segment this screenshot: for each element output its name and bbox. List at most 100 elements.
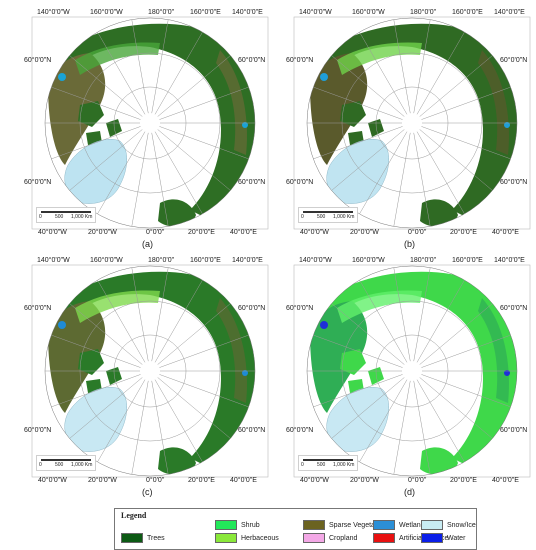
land-mass-east	[322, 271, 517, 468]
vegetation-patch-2	[478, 298, 509, 403]
graticule-label: 140°0'0"W	[299, 257, 332, 264]
graticule-label: 160°0'0"W	[90, 257, 123, 264]
graticule-label: 60°0'0"N	[286, 179, 314, 186]
map-frame	[31, 264, 269, 478]
graticule-label: 40°0'0"E	[230, 229, 257, 236]
graticule-label: 60°0'0"N	[286, 57, 314, 64]
legend-swatch	[215, 520, 237, 530]
graticule-label: 40°0'0"W	[300, 477, 329, 484]
archipelago	[340, 349, 384, 393]
graticule-label: 40°0'0"E	[492, 477, 519, 484]
land-mass-west	[48, 53, 106, 165]
land-mass-west	[310, 53, 368, 165]
ice-sheet	[326, 139, 389, 204]
graticule-label: 160°0'0"E	[452, 257, 483, 264]
scale-bar: 0 500 1,000 Km	[36, 207, 96, 223]
legend-label: Sparse Vegetation	[329, 521, 387, 529]
graticule-label: 180°0'0"	[410, 9, 437, 16]
graticule	[306, 265, 518, 477]
vegetation-patch-2	[216, 50, 247, 155]
polar-map	[31, 264, 269, 478]
graticule-label: 20°0'0"W	[88, 477, 117, 484]
graticule-label: 40°0'0"E	[230, 477, 257, 484]
graticule-label: 140°0'0"W	[37, 257, 70, 264]
scale-bar-graphic	[41, 459, 91, 461]
legend-swatch	[373, 520, 395, 530]
archipelago	[78, 349, 122, 393]
graticule-label: 160°0'0"E	[190, 257, 221, 264]
vegetation-patch-1	[337, 42, 422, 75]
land-mass-west	[310, 301, 368, 413]
graticule-label: 60°0'0"N	[24, 179, 52, 186]
graticule-label: 160°0'0"W	[352, 9, 385, 16]
polar-map	[31, 16, 269, 230]
map-panel-c: 140°0'0"W 160°0'0"W 180°0'0" 160°0'0"E 140°0…	[20, 253, 280, 503]
map-panel-b: 140°0'0"W 160°0'0"W 180°0'0" 160°0'0"E 140°0…	[282, 5, 536, 255]
scale-label: 0	[301, 214, 304, 220]
legend-label: Trees	[147, 534, 165, 542]
map-frame	[293, 264, 531, 478]
vegetation-patch-1	[75, 42, 160, 75]
legend-swatch	[373, 533, 395, 543]
graticule-label: 140°0'0"E	[494, 9, 525, 16]
graticule-label: 0°0'0"	[146, 477, 165, 484]
polar-map	[293, 264, 531, 478]
graticule-label: 60°0'0"N	[24, 305, 52, 312]
graticule-label: 60°0'0"N	[238, 305, 266, 312]
southern-land	[420, 447, 458, 475]
graticule-label: 20°0'0"E	[450, 477, 477, 484]
graticule-label: 60°0'0"N	[238, 179, 266, 186]
southern-land	[158, 199, 196, 227]
scale-bar: 0 500 1,000 Km	[36, 455, 96, 471]
lake-marker	[58, 321, 66, 329]
graticule-label: 160°0'0"W	[352, 257, 385, 264]
land-mass-east	[60, 23, 255, 220]
scale-label: 1,000 Km	[71, 214, 93, 220]
ice-sheet	[64, 387, 127, 452]
scale-label: 0	[39, 214, 42, 220]
panel-caption: (b)	[404, 239, 415, 249]
scale-bar-graphic	[303, 459, 353, 461]
graticule-label: 60°0'0"N	[24, 427, 52, 434]
legend-swatch	[303, 520, 325, 530]
graticule-label: 20°0'0"E	[450, 229, 477, 236]
legend-swatch	[121, 533, 143, 543]
graticule-label: 140°0'0"E	[232, 9, 263, 16]
legend-swatch	[303, 533, 325, 543]
graticule-label: 20°0'0"W	[88, 229, 117, 236]
graticule-label: 0°0'0"	[408, 229, 427, 236]
scale-bar-graphic	[41, 211, 91, 213]
graticule-label: 60°0'0"N	[500, 179, 528, 186]
lake-marker	[58, 73, 66, 81]
legend-label: Herbaceous	[241, 534, 279, 542]
graticule-label: 60°0'0"N	[286, 305, 314, 312]
panel-caption: (a)	[142, 239, 153, 249]
legend-item: Shrub	[215, 520, 260, 530]
lake-marker	[504, 370, 510, 376]
graticule-label: 20°0'0"W	[350, 229, 379, 236]
graticule-label: 180°0'0"	[410, 257, 437, 264]
graticule-label: 60°0'0"N	[238, 427, 266, 434]
archipelago	[78, 101, 122, 145]
scale-label: 500	[317, 462, 326, 468]
vegetation-patch-2	[478, 50, 509, 155]
graticule-label: 20°0'0"E	[188, 477, 215, 484]
graticule-label: 20°0'0"W	[350, 477, 379, 484]
legend-swatch	[421, 520, 443, 530]
scale-label: 500	[317, 214, 326, 220]
legend-item: Trees	[121, 533, 165, 543]
graticule-label: 140°0'0"W	[299, 9, 332, 16]
legend-label: Wetland	[399, 521, 425, 529]
lake-marker	[504, 122, 510, 128]
map-frame	[31, 16, 269, 230]
legend-title: Legend	[121, 511, 147, 520]
scale-label: 1,000 Km	[333, 214, 355, 220]
graticule	[44, 265, 256, 477]
graticule-label: 60°0'0"N	[238, 57, 266, 64]
legend-item: Sparse Vegetation	[303, 520, 386, 530]
land-mass-east	[60, 271, 255, 468]
graticule-label: 60°0'0"N	[24, 57, 52, 64]
scale-label: 500	[55, 214, 64, 220]
legend-label: Cropland	[329, 534, 358, 542]
scale-label: 1,000 Km	[333, 462, 355, 468]
